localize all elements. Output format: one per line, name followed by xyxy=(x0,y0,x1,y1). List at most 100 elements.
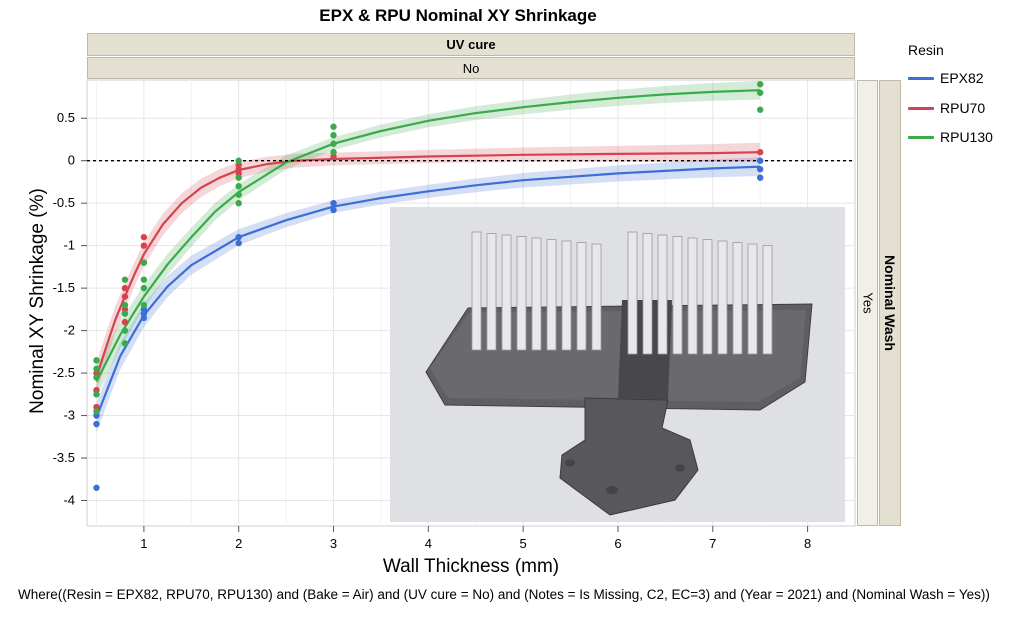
legend-label-rpu130: RPU130 xyxy=(940,129,993,145)
legend-label-epx82: EPX82 xyxy=(940,70,984,86)
column-facet-header: UV cure xyxy=(87,33,855,56)
data-point-rpu70 xyxy=(121,293,129,300)
data-point-rpu130 xyxy=(235,174,242,181)
x-tick-label: 8 xyxy=(804,536,811,551)
inset-fin xyxy=(657,234,668,355)
y-tick-label: -2.5 xyxy=(53,365,75,380)
data-point-rpu130 xyxy=(235,199,242,207)
legend-label-rpu70: RPU70 xyxy=(940,100,986,116)
data-point-epx82 xyxy=(235,239,242,247)
data-point-rpu130 xyxy=(140,259,148,266)
data-point-rpu130 xyxy=(121,310,129,317)
data-point-epx82 xyxy=(330,206,337,214)
inset-fins xyxy=(471,231,773,355)
data-point-rpu130 xyxy=(756,106,764,113)
inset-fin xyxy=(717,240,728,355)
legend-swatch-rpu70 xyxy=(908,106,934,110)
x-axis-label: Wall Thickness (mm) xyxy=(382,556,560,577)
data-point-rpu130 xyxy=(756,89,764,96)
data-point-rpu130 xyxy=(121,340,129,347)
y-tick-label: -3 xyxy=(63,408,75,423)
row-facet-header-strip: Nominal Wash xyxy=(879,80,901,526)
inset-fin xyxy=(516,236,527,351)
inset-fin xyxy=(732,242,743,355)
y-tick-label: 0 xyxy=(68,153,75,168)
inset-fin xyxy=(501,234,512,351)
data-point-rpu130 xyxy=(330,149,337,156)
chart-title: EPX & RPU Nominal XY Shrinkage xyxy=(319,6,597,25)
inset-fin xyxy=(762,245,773,355)
legend-swatch-epx82 xyxy=(908,76,934,80)
inset-fin xyxy=(672,236,683,355)
legend-item-rpu70: RPU70 xyxy=(908,100,985,116)
inset-fin xyxy=(687,237,698,355)
data-point-rpu130 xyxy=(235,182,242,190)
data-point-rpu130 xyxy=(121,301,129,309)
y-tick-label: -3.5 xyxy=(53,450,75,465)
data-point-rpu130 xyxy=(756,81,764,88)
part-inset-image xyxy=(390,207,845,522)
data-point-rpu70 xyxy=(121,284,129,292)
x-tick-label: 1 xyxy=(140,536,147,551)
inset-fin xyxy=(576,242,587,351)
inset-fin xyxy=(486,233,497,351)
x-tick-label: 4 xyxy=(425,536,432,551)
fit-line-epx82 xyxy=(95,165,761,418)
data-point-rpu130 xyxy=(140,301,148,309)
data-point-rpu130 xyxy=(93,374,100,381)
data-point-rpu130 xyxy=(121,327,129,334)
data-point-rpu130 xyxy=(330,123,337,130)
data-point-epx82 xyxy=(93,484,100,491)
data-point-epx82 xyxy=(756,174,764,181)
y-tick-label: -1.5 xyxy=(53,280,75,295)
y-axis-ticks: 0.5 0 -0.5 -1 -1.5 -2 -2.5 -3 -3.5 -4 xyxy=(53,110,87,508)
y-tick-label: -1 xyxy=(63,238,75,253)
y-tick-label: 0.5 xyxy=(57,110,75,125)
data-point-rpu130 xyxy=(140,276,148,283)
inset-fin xyxy=(531,237,542,351)
y-tick-label: -2 xyxy=(63,323,75,338)
data-point-epx82 xyxy=(235,233,242,241)
y-axis-label: Nominal XY Shrinkage (%) xyxy=(27,188,48,414)
column-facet-value: No xyxy=(87,57,855,79)
data-point-epx82 xyxy=(93,420,100,428)
where-clause-footnote: Where((Resin = EPX82, RPU70, RPU130) and… xyxy=(18,587,990,602)
confidence-bands xyxy=(96,80,761,433)
inset-fin xyxy=(627,231,638,355)
legend-title: Resin xyxy=(908,42,944,58)
data-point-rpu130 xyxy=(330,132,337,139)
fit-line-rpu130 xyxy=(95,89,761,383)
data-point-rpu70 xyxy=(140,242,148,249)
inset-fin xyxy=(591,243,602,351)
x-tick-label: 6 xyxy=(614,536,621,551)
data-point-rpu70 xyxy=(756,149,764,156)
x-axis-ticks: 1 2 3 4 5 6 7 8 xyxy=(140,526,811,551)
data-point-rpu130 xyxy=(93,365,100,373)
data-point-rpu130 xyxy=(121,276,129,283)
data-point-rpu130 xyxy=(93,391,100,398)
legend-item-rpu130: RPU130 xyxy=(908,129,993,145)
x-tick-label: 5 xyxy=(520,536,527,551)
inset-hole xyxy=(606,486,618,494)
y-tick-label: -0.5 xyxy=(53,195,75,210)
data-point-epx82 xyxy=(756,157,764,164)
inset-fin xyxy=(747,243,758,355)
inset-hole xyxy=(565,459,575,467)
data-point-rpu130 xyxy=(330,140,337,147)
inset-hole xyxy=(675,464,685,472)
data-point-rpu130 xyxy=(93,357,100,364)
data-points xyxy=(93,81,764,491)
legend-swatch-rpu130 xyxy=(908,135,934,139)
legend-item-epx82: EPX82 xyxy=(908,70,984,86)
inset-fin xyxy=(471,231,482,351)
data-point-rpu130 xyxy=(235,157,242,164)
data-point-epx82 xyxy=(756,166,764,173)
data-point-rpu130 xyxy=(235,191,242,198)
data-point-rpu130 xyxy=(140,284,148,292)
confidence-band-epx82 xyxy=(96,157,761,433)
inset-fin xyxy=(642,233,653,355)
inset-fin xyxy=(561,240,572,351)
y-tick-label: -4 xyxy=(63,493,75,508)
inset-fin xyxy=(702,239,713,355)
